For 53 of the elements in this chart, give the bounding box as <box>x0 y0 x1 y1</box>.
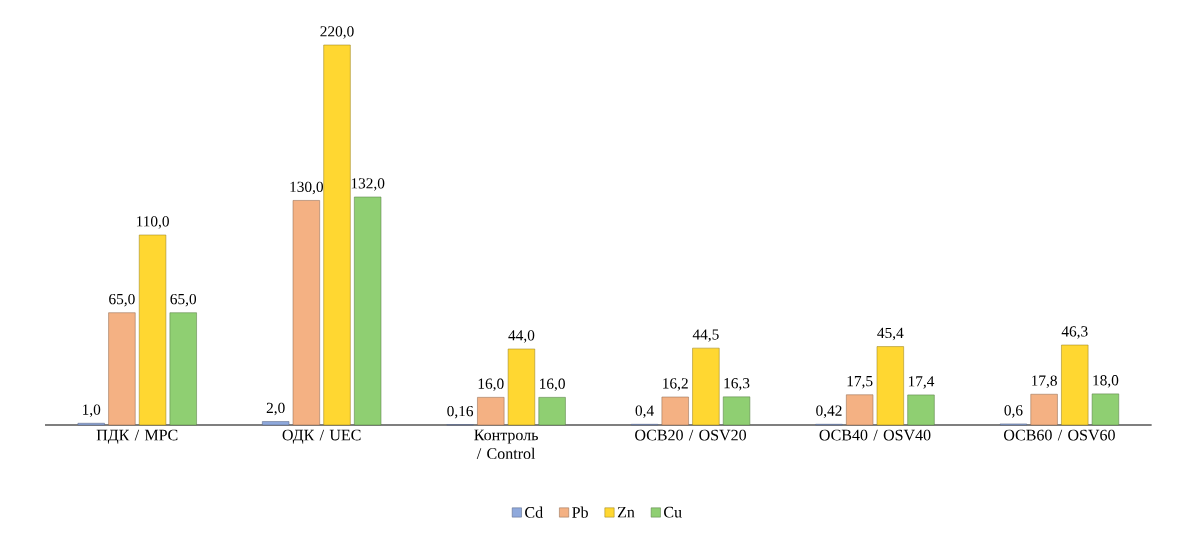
data-label: 16,0 <box>540 378 565 392</box>
data-label: 0,6 <box>1004 405 1023 418</box>
data-label: 2,0 <box>266 402 285 416</box>
data-label: 132,0 <box>351 178 385 191</box>
data-label: 110,0 <box>136 216 169 229</box>
data-label: 16,3 <box>724 378 750 391</box>
data-label: 65,0 <box>109 293 135 307</box>
bar <box>138 234 167 426</box>
bar <box>846 394 874 426</box>
legend-label: Cd <box>525 506 543 518</box>
bar <box>538 397 566 426</box>
x-tick-label: ОСВ60 / OSV60 <box>1003 429 1115 441</box>
bar <box>262 421 290 426</box>
x-tick-label: ПДК / MPC <box>96 429 178 444</box>
data-label: 44,0 <box>508 330 535 343</box>
bar <box>1030 393 1058 426</box>
x-tick-label: ОДК / UEC <box>282 429 361 444</box>
data-label: 17,4 <box>908 376 935 389</box>
data-label: 46,3 <box>1061 326 1088 339</box>
data-label: 16,0 <box>478 378 504 392</box>
data-label: 65,0 <box>170 293 197 307</box>
data-label: 17,8 <box>1032 375 1057 388</box>
bar <box>1061 344 1089 426</box>
x-tick-label: Контроль / Control <box>474 429 538 459</box>
x-tick-label: ОСВ20 / OSV20 <box>635 429 747 441</box>
bar <box>692 347 720 426</box>
bar <box>108 312 136 426</box>
bar <box>507 348 536 426</box>
bar <box>323 44 351 426</box>
bar <box>907 394 935 426</box>
legend-label: Zn <box>617 506 635 518</box>
data-label: 18,0 <box>1093 375 1119 388</box>
legend-label: Pb <box>572 506 588 518</box>
legend-label: Cu <box>664 506 682 518</box>
data-label: 220,0 <box>320 26 354 39</box>
bar <box>876 346 904 426</box>
data-label: 16,2 <box>663 378 688 391</box>
bar <box>169 312 197 426</box>
bar <box>354 196 382 426</box>
data-label: 0,16 <box>447 405 474 419</box>
bar <box>661 396 689 426</box>
x-tick-label: ОСВ40 / OSV40 <box>819 429 931 441</box>
data-label: 0,4 <box>635 405 654 419</box>
data-label: 130,0 <box>290 181 324 195</box>
data-label: 17,5 <box>847 376 873 389</box>
data-label: 45,4 <box>877 327 904 341</box>
bar <box>722 396 751 426</box>
bar <box>477 397 505 426</box>
bar <box>292 200 320 426</box>
data-label: 44,5 <box>692 329 719 342</box>
data-label: 0,42 <box>816 405 842 418</box>
bar <box>1091 393 1120 426</box>
data-label: 1,0 <box>82 404 101 417</box>
